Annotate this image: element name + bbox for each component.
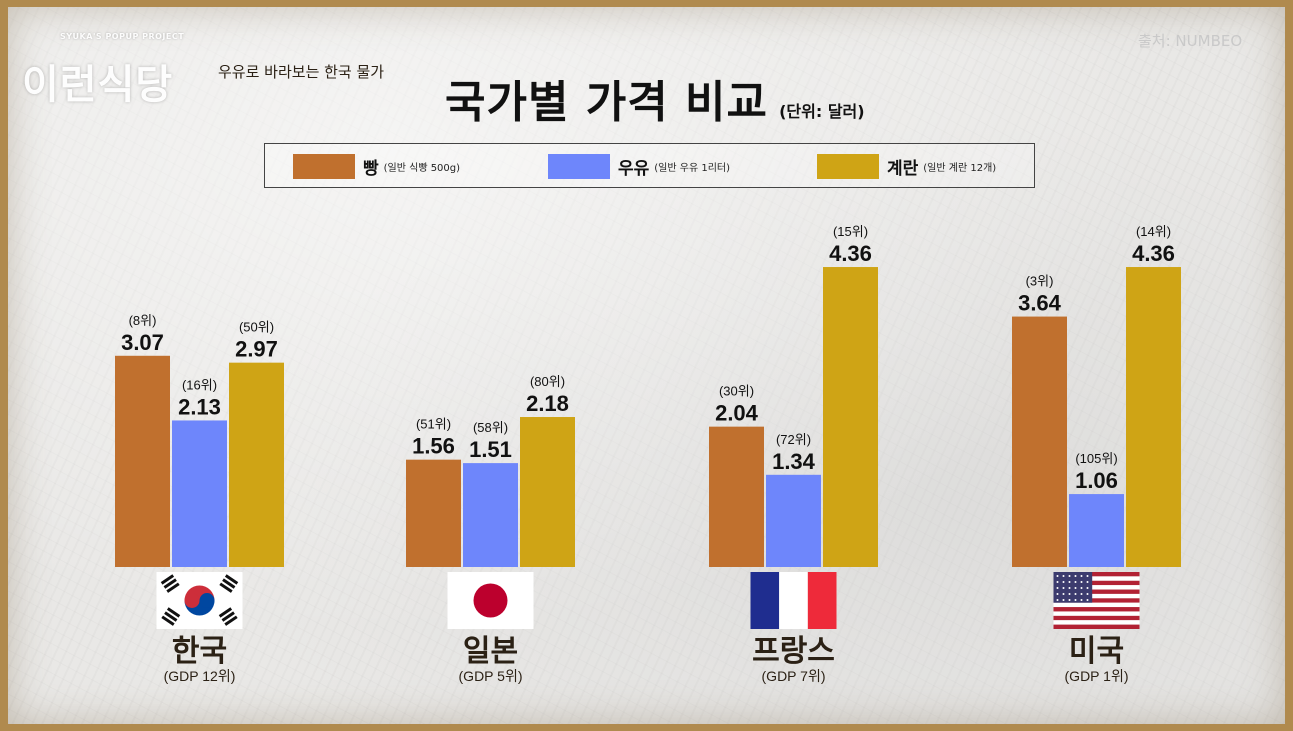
- category-label: 한국: [172, 634, 227, 669]
- rank-label: (58위): [473, 420, 508, 435]
- brand-name: 이런식당: [22, 61, 174, 108]
- legend-label-eggs: 계란: [887, 158, 919, 179]
- category-label: 일본: [463, 634, 518, 669]
- bar-eggs: [823, 267, 878, 567]
- source-label: 출처: NUMBEO: [1138, 32, 1243, 50]
- chart-title: 국가별 가격 비교: [445, 77, 768, 128]
- value-label: 3.07: [121, 330, 164, 355]
- legend-label-bread: 빵: [363, 158, 379, 179]
- brand-tagline: SYUKA'S POPUP PROJECT: [60, 32, 185, 41]
- unit-label: (단위: 달러): [779, 102, 865, 121]
- rank-label: (51위): [416, 417, 451, 432]
- legend-swatch-eggs: [817, 153, 879, 179]
- rank-label: (8위): [129, 313, 157, 328]
- gdp-rank-label: (GDP 12위): [164, 668, 236, 684]
- gdp-rank-label: (GDP 7위): [762, 668, 826, 684]
- subtitle: 우유로 바라보는 한국 물가: [218, 63, 385, 81]
- bar-bread: [1012, 316, 1067, 567]
- bar-eggs: [229, 362, 284, 567]
- rank-label: (72위): [776, 432, 811, 447]
- korea-flag-icon: [156, 572, 243, 629]
- bar-eggs: [520, 417, 575, 567]
- bar-bread: [709, 426, 764, 567]
- legend-item-eggs: 계란 (일반 계란 12개): [817, 151, 996, 181]
- legend-item-milk: 우유 (일반 우유 1리터): [548, 151, 730, 181]
- value-label: 1.56: [412, 434, 455, 459]
- japan-flag-icon: [447, 572, 534, 629]
- value-label: 2.13: [178, 394, 221, 419]
- value-label: 4.36: [829, 241, 872, 266]
- gdp-rank-label: (GDP 1위): [1065, 668, 1129, 684]
- bar-milk: [1069, 494, 1124, 567]
- value-label: 1.34: [772, 449, 816, 474]
- legend-note-milk: (일반 우유 1리터): [654, 162, 731, 174]
- legend: 빵 (일반 식빵 500g) 우유 (일반 우유 1리터) 계란 (일반 계란 …: [264, 143, 1035, 188]
- legend-note-eggs: (일반 계란 12개): [923, 162, 997, 174]
- bar-group-2: 2.04 (30위) 1.34 (72위) 4.36 (15위): [709, 224, 878, 567]
- value-label: 2.18: [526, 391, 569, 416]
- rank-label: (50위): [239, 320, 274, 335]
- legend-item-bread: 빵 (일반 식빵 500g): [293, 151, 460, 181]
- title-block: 국가별 가격 비교 (단위: 달러): [445, 66, 865, 130]
- value-label: 1.51: [469, 437, 512, 462]
- legend-note-bread: (일반 식빵 500g): [383, 162, 461, 174]
- legend-swatch-bread: [293, 153, 355, 179]
- bar-group-1: 1.56 (51위) 1.51 (58위) 2.18 (80위): [406, 374, 575, 567]
- value-label: 1.06: [1075, 468, 1118, 493]
- bar-milk: [766, 474, 821, 567]
- bar-eggs: [1126, 267, 1181, 567]
- rank-label: (3위): [1026, 274, 1054, 289]
- legend-label-milk: 우유: [618, 158, 650, 179]
- rank-label: (15위): [833, 224, 868, 239]
- bar-group-0: 3.07 (8위) 2.13 (16위) 2.97 (50위): [115, 313, 284, 567]
- gdp-rank-label: (GDP 5위): [459, 668, 523, 684]
- rank-label: (80위): [530, 374, 565, 389]
- category-label: 미국: [1069, 634, 1124, 669]
- bar-milk: [463, 463, 518, 567]
- value-label: 3.64: [1018, 291, 1062, 316]
- bar-bread: [115, 355, 170, 567]
- bar-bread: [406, 459, 461, 567]
- value-label: 2.97: [235, 337, 278, 362]
- rank-label: (16위): [182, 377, 217, 392]
- rank-label: (14위): [1136, 224, 1171, 239]
- legend-swatch-milk: [548, 153, 610, 179]
- usa-flag-icon: [1053, 572, 1140, 629]
- bar-group-3: 3.64 (3위) 1.06 (105위) 4.36 (14위): [1012, 224, 1181, 567]
- category-label: 프랑스: [752, 634, 835, 669]
- rank-label: (30위): [719, 384, 754, 399]
- france-flag-icon: [750, 572, 837, 629]
- value-label: 2.04: [715, 401, 759, 426]
- brand-logo: SYUKA'S POPUP PROJECT 이런식당: [22, 30, 192, 120]
- rank-label: (105위): [1075, 451, 1117, 466]
- bar-milk: [172, 420, 227, 567]
- value-label: 4.36: [1132, 241, 1175, 266]
